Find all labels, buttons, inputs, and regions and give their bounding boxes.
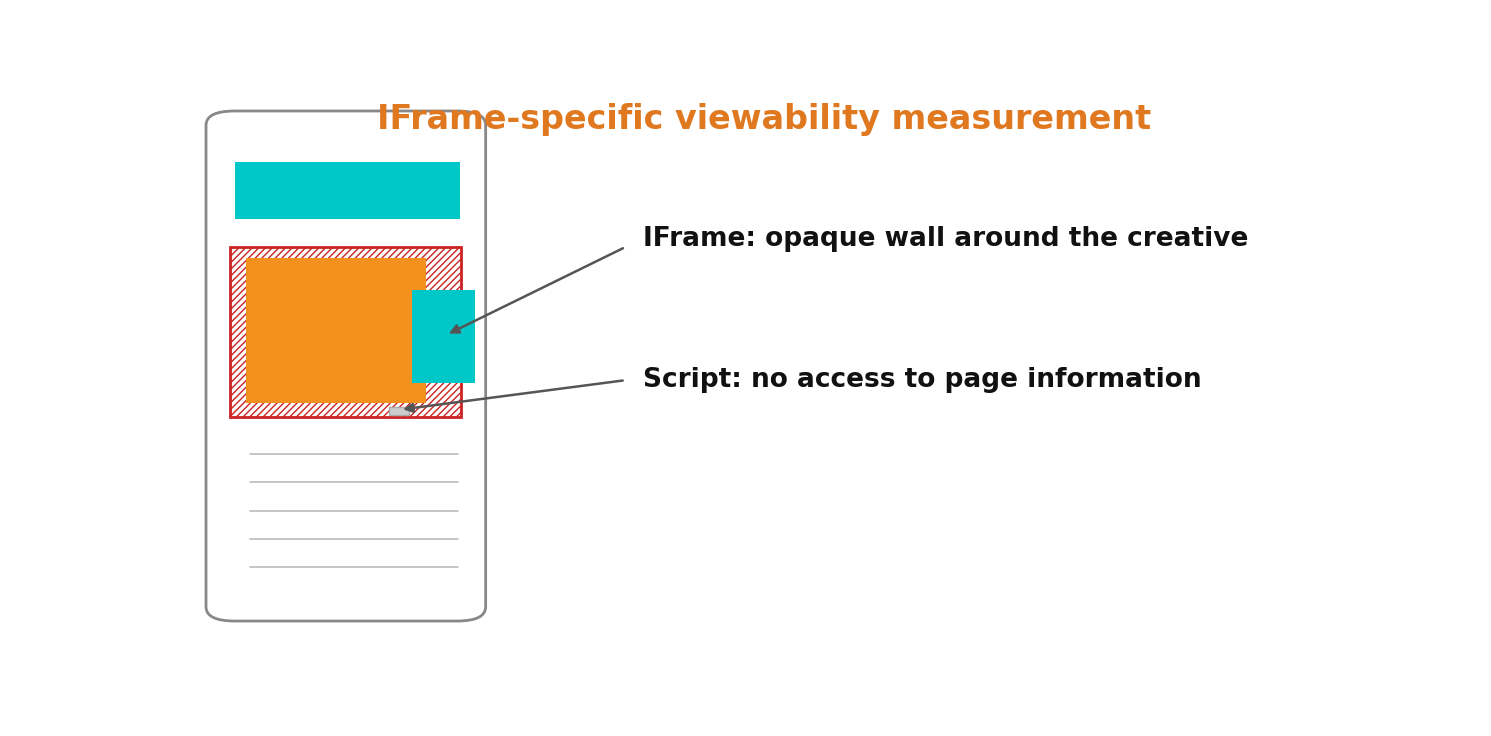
Bar [230, 247, 461, 417]
FancyBboxPatch shape [206, 111, 486, 621]
Text: IFrame-specific viewability measurement: IFrame-specific viewability measurement [377, 103, 1151, 136]
Bar [412, 289, 476, 383]
Text: Script: no access to page information: Script: no access to page information [643, 367, 1202, 393]
Bar [246, 258, 425, 403]
Bar [236, 162, 461, 219]
Bar [389, 407, 410, 415]
Text: IFrame: opaque wall around the creative: IFrame: opaque wall around the creative [643, 225, 1248, 252]
Bar [230, 247, 461, 417]
